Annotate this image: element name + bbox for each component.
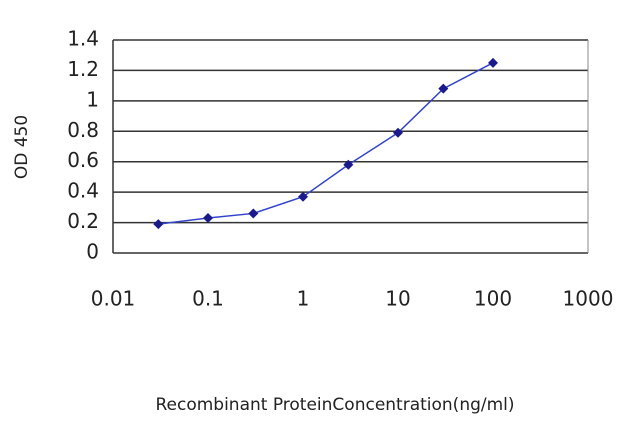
y-tick-label: 0.2 <box>67 209 99 233</box>
y-tick-label: 0.6 <box>67 148 99 172</box>
data-point <box>393 127 403 138</box>
y-axis-title: OD 450 <box>12 115 32 179</box>
data-point <box>343 159 354 170</box>
x-tick-label: 100 <box>474 287 512 311</box>
data-point <box>248 208 259 219</box>
y-tick-label: 0 <box>86 240 99 264</box>
data-point <box>203 213 213 224</box>
x-tick-label: 1000 <box>563 287 614 311</box>
y-tick-label: 0.8 <box>67 118 99 142</box>
x-tick-label: 1 <box>297 287 310 311</box>
y-tick-label: 1.2 <box>67 57 99 81</box>
x-tick-label: 10 <box>385 287 410 311</box>
y-tick-label: 1.4 <box>67 27 99 51</box>
data-point <box>438 83 449 94</box>
x-tick-label: 0.01 <box>91 287 136 311</box>
data-point <box>153 219 164 230</box>
data-line <box>158 62 494 225</box>
data-point <box>298 191 308 202</box>
x-tick-label: 0.1 <box>192 287 224 311</box>
x-axis-title: Recombinant ProteinConcentration(ng/ml) <box>155 395 514 415</box>
data-point <box>488 57 498 68</box>
y-tick-label: 0.4 <box>67 179 99 203</box>
y-tick-label: 1 <box>86 87 99 111</box>
